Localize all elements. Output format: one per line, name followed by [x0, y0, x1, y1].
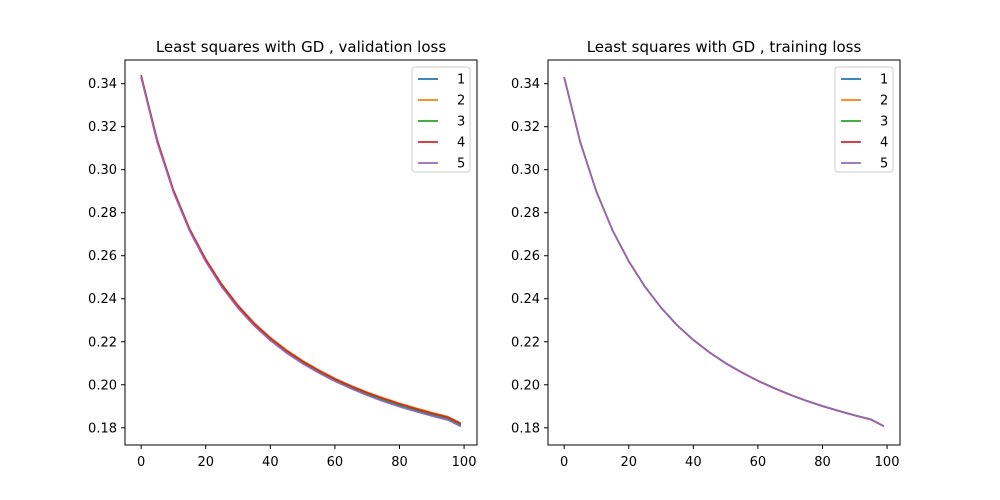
- y-tick-label: 0.34: [88, 77, 117, 92]
- y-tick-label: 0.28: [88, 206, 117, 221]
- y-tick-label: 0.26: [88, 249, 117, 264]
- legend-label: 5: [457, 157, 465, 172]
- x-tick-label: 60: [327, 455, 344, 470]
- validation-loss-plot: Least squares with GD , validation loss 0…: [88, 38, 478, 470]
- y-tick-label: 0.18: [511, 421, 540, 436]
- legend-label: 5: [880, 157, 888, 172]
- y-tick-label: 0.30: [511, 163, 540, 178]
- axes-frame: [124, 59, 478, 446]
- legend-box: [834, 66, 894, 173]
- y-tick-label: 0.24: [88, 292, 117, 307]
- legend-label: 2: [457, 94, 465, 109]
- y-tick-label: 0.20: [88, 378, 117, 393]
- legend-label: 2: [880, 94, 888, 109]
- x-tick-label: 100: [875, 455, 900, 470]
- legend-label: 1: [457, 73, 465, 88]
- x-tick-label: 0: [137, 455, 145, 470]
- legend-label: 3: [880, 115, 888, 130]
- y-tick-label: 0.20: [511, 378, 540, 393]
- y-tick-label: 0.30: [88, 163, 117, 178]
- y-tick-label: 0.22: [88, 335, 117, 350]
- chart-title: Least squares with GD , validation loss: [156, 38, 447, 56]
- x-tick-label: 20: [620, 455, 637, 470]
- legend-label: 1: [880, 73, 888, 88]
- x-tick-label: 0: [560, 455, 568, 470]
- x-tick-label: 20: [197, 455, 214, 470]
- series-line-5: [563, 77, 885, 427]
- y-tick-label: 0.34: [511, 77, 540, 92]
- legend-label: 4: [457, 136, 465, 151]
- x-tick-label: 40: [262, 455, 279, 470]
- y-tick-label: 0.26: [511, 249, 540, 264]
- y-tick-label: 0.22: [511, 335, 540, 350]
- y-tick-label: 0.32: [88, 120, 117, 135]
- y-tick-label: 0.32: [511, 120, 540, 135]
- chart-title: Least squares with GD , training loss: [587, 38, 862, 56]
- x-tick-label: 100: [452, 455, 477, 470]
- legend-label: 4: [880, 136, 888, 151]
- axes-frame: [547, 59, 901, 446]
- y-tick-label: 0.28: [511, 206, 540, 221]
- legend-box: [411, 66, 471, 173]
- y-tick-label: 0.18: [88, 421, 117, 436]
- x-tick-label: 40: [685, 455, 702, 470]
- x-tick-label: 60: [750, 455, 767, 470]
- y-tick-label: 0.24: [511, 292, 540, 307]
- legend-label: 3: [457, 115, 465, 130]
- series-line-5: [140, 77, 462, 428]
- x-tick-label: 80: [814, 455, 831, 470]
- x-tick-label: 80: [391, 455, 408, 470]
- series-line-4: [140, 74, 462, 425]
